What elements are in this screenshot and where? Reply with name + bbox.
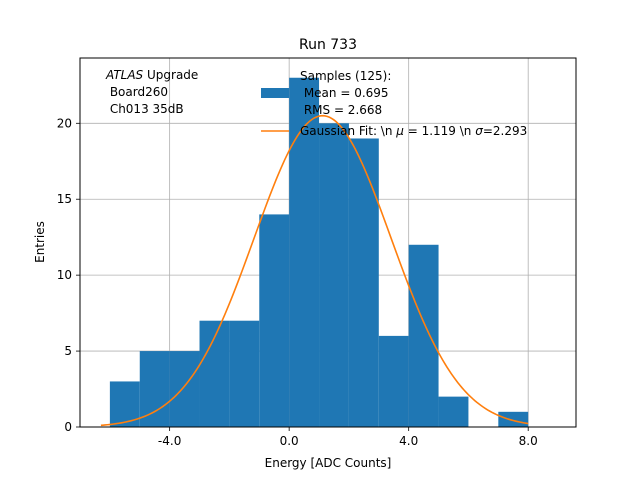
- histogram-bar: [169, 351, 200, 427]
- legend-fit-label: Gaussian Fit: \n μ = 1.119 \n σ=2.293: [300, 124, 527, 138]
- atlas-upgrade-label: Upgrade: [143, 68, 198, 82]
- histogram-bar: [498, 411, 529, 427]
- atlas-annotation-line1: ATLAS Upgrade: [105, 68, 198, 82]
- histogram-bar: [259, 214, 290, 427]
- x-tick-label: -4.0: [158, 434, 181, 448]
- histogram-bars: [109, 77, 529, 428]
- y-axis-label: Entries: [33, 221, 47, 263]
- y-axis-ticks: 0 5 10 15 20: [57, 116, 80, 434]
- legend-fit-text-part: =2.293: [483, 124, 527, 138]
- histogram-bar: [438, 396, 469, 427]
- legend-fit-text: Gaussian Fit: \n μ = 1.119 \n σ=2.293: [300, 124, 527, 138]
- x-axis-label: Energy [ADC Counts]: [265, 456, 392, 470]
- atlas-label: ATLAS: [105, 68, 144, 82]
- y-tick-label: 0: [64, 420, 72, 434]
- legend-fit-text-part: μ: [395, 124, 404, 138]
- legend-mean: Mean = 0.695: [300, 86, 389, 100]
- histogram-bar: [229, 320, 260, 427]
- histogram-bar: [378, 335, 409, 427]
- histogram-bar: [348, 138, 379, 427]
- legend-histogram-swatch: [261, 88, 289, 98]
- y-tick-label: 10: [57, 268, 72, 282]
- atlas-annotation-channel: Ch013 35dB: [106, 102, 184, 116]
- x-tick-label: 8.0: [519, 434, 538, 448]
- x-tick-label: 4.0: [399, 434, 418, 448]
- y-tick-label: 15: [57, 192, 72, 206]
- chart-title: Run 733: [299, 37, 357, 53]
- x-axis-ticks: -4.0 0.0 4.0 8.0: [158, 427, 538, 448]
- y-tick-label: 5: [64, 344, 72, 358]
- gaussian-fit-curve: [100, 114, 529, 427]
- histogram-bar: [319, 123, 349, 427]
- legend-fit-text-part: σ: [475, 124, 483, 138]
- legend: Samples (125): Mean = 0.695 RMS = 2.668 …: [261, 69, 527, 138]
- legend-fit-text-part: = 1.119 \n: [404, 124, 475, 138]
- x-tick-label: 0.0: [280, 434, 299, 448]
- histogram-bar: [408, 244, 439, 427]
- histogram-bar: [139, 351, 170, 427]
- legend-rms: RMS = 2.668: [300, 103, 382, 117]
- y-tick-label: 20: [57, 116, 72, 130]
- legend-samples-title: Samples (125):: [300, 69, 391, 83]
- legend-fit-text-part: Gaussian Fit: \n: [300, 124, 396, 138]
- axes-frame: [79, 57, 577, 428]
- atlas-annotation-board: Board260: [106, 85, 168, 99]
- histogram-bar: [289, 77, 320, 428]
